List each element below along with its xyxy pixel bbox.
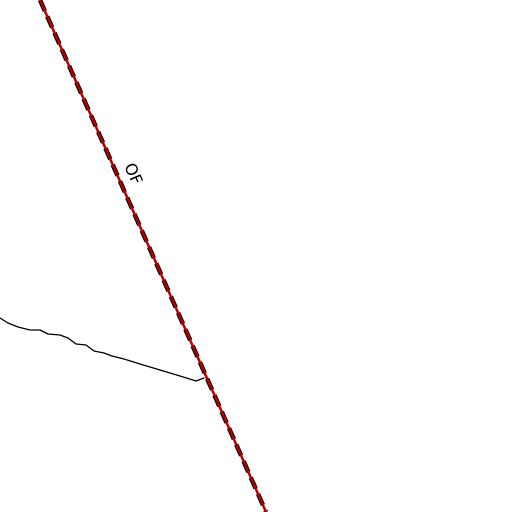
route-line[interactable] xyxy=(38,0,268,512)
route-label: OF xyxy=(120,160,146,188)
boundary-line xyxy=(0,317,205,382)
